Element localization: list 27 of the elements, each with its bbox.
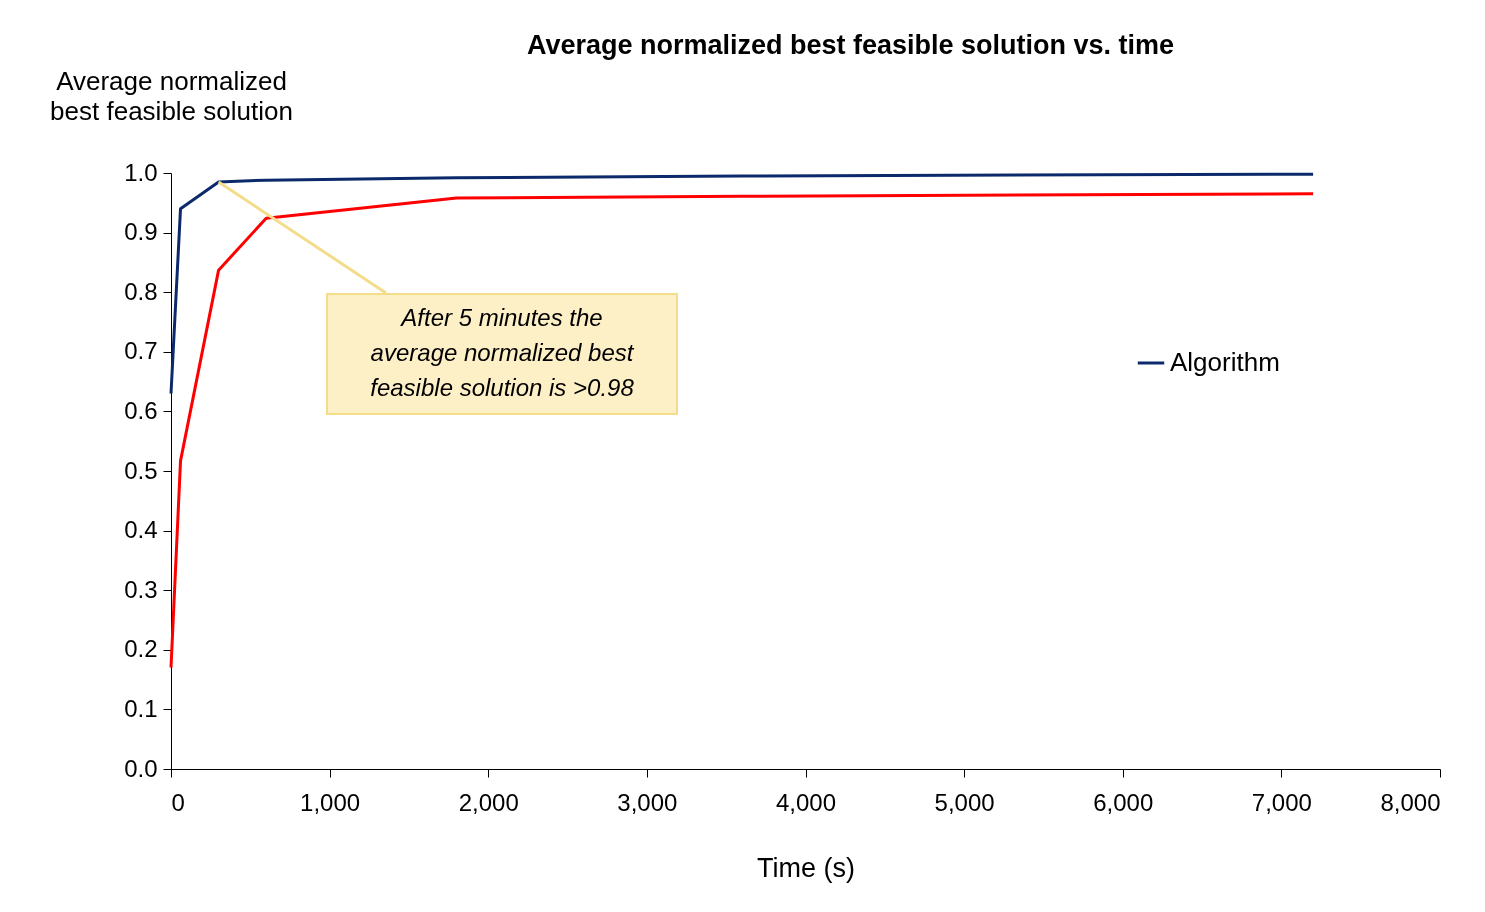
y-axis-title: Average normalized best feasible solution	[50, 65, 293, 126]
annotation: After 5 minutes the average normalized best feasible solution is >0.98	[370, 304, 635, 401]
x-tick-label: 8,000	[1380, 788, 1441, 816]
y-tick-label: 0.6	[124, 396, 158, 424]
y-tick-label: 0.0	[124, 754, 158, 782]
x-tick-label: 2,000	[458, 788, 519, 816]
x-tick-label: 6,000	[1093, 788, 1154, 816]
y-tick-label: 0.2	[124, 635, 158, 663]
x-tick-label: 4,000	[775, 788, 837, 816]
chart-title: Average normalized best feasible solution vs. time	[526, 30, 1175, 60]
y-tick-label: 0.7	[124, 337, 158, 365]
x-axis-title: Time (s)	[757, 852, 855, 883]
x-tick-label: 3,000	[617, 788, 678, 816]
y-tick-label: 0.9	[124, 218, 158, 246]
line-series	[169, 192, 1315, 670]
x-tick-label: 0	[171, 788, 185, 816]
line-series	[169, 172, 1315, 396]
legend-label: Algorithm	[1170, 347, 1280, 377]
y-tick-label: 0.8	[124, 277, 158, 305]
x-tick-label: 1,000	[300, 788, 361, 816]
y-tick-label: 0.1	[124, 694, 158, 722]
y-tick-label: 0.5	[124, 456, 158, 484]
x-tick-label: 7,000	[1251, 788, 1312, 816]
x-tick-label: 5,000	[934, 788, 995, 816]
y-tick-label: 0.4	[124, 516, 158, 544]
y-tick-label: 1.0	[124, 158, 158, 186]
y-tick-label: 0.3	[124, 575, 158, 603]
